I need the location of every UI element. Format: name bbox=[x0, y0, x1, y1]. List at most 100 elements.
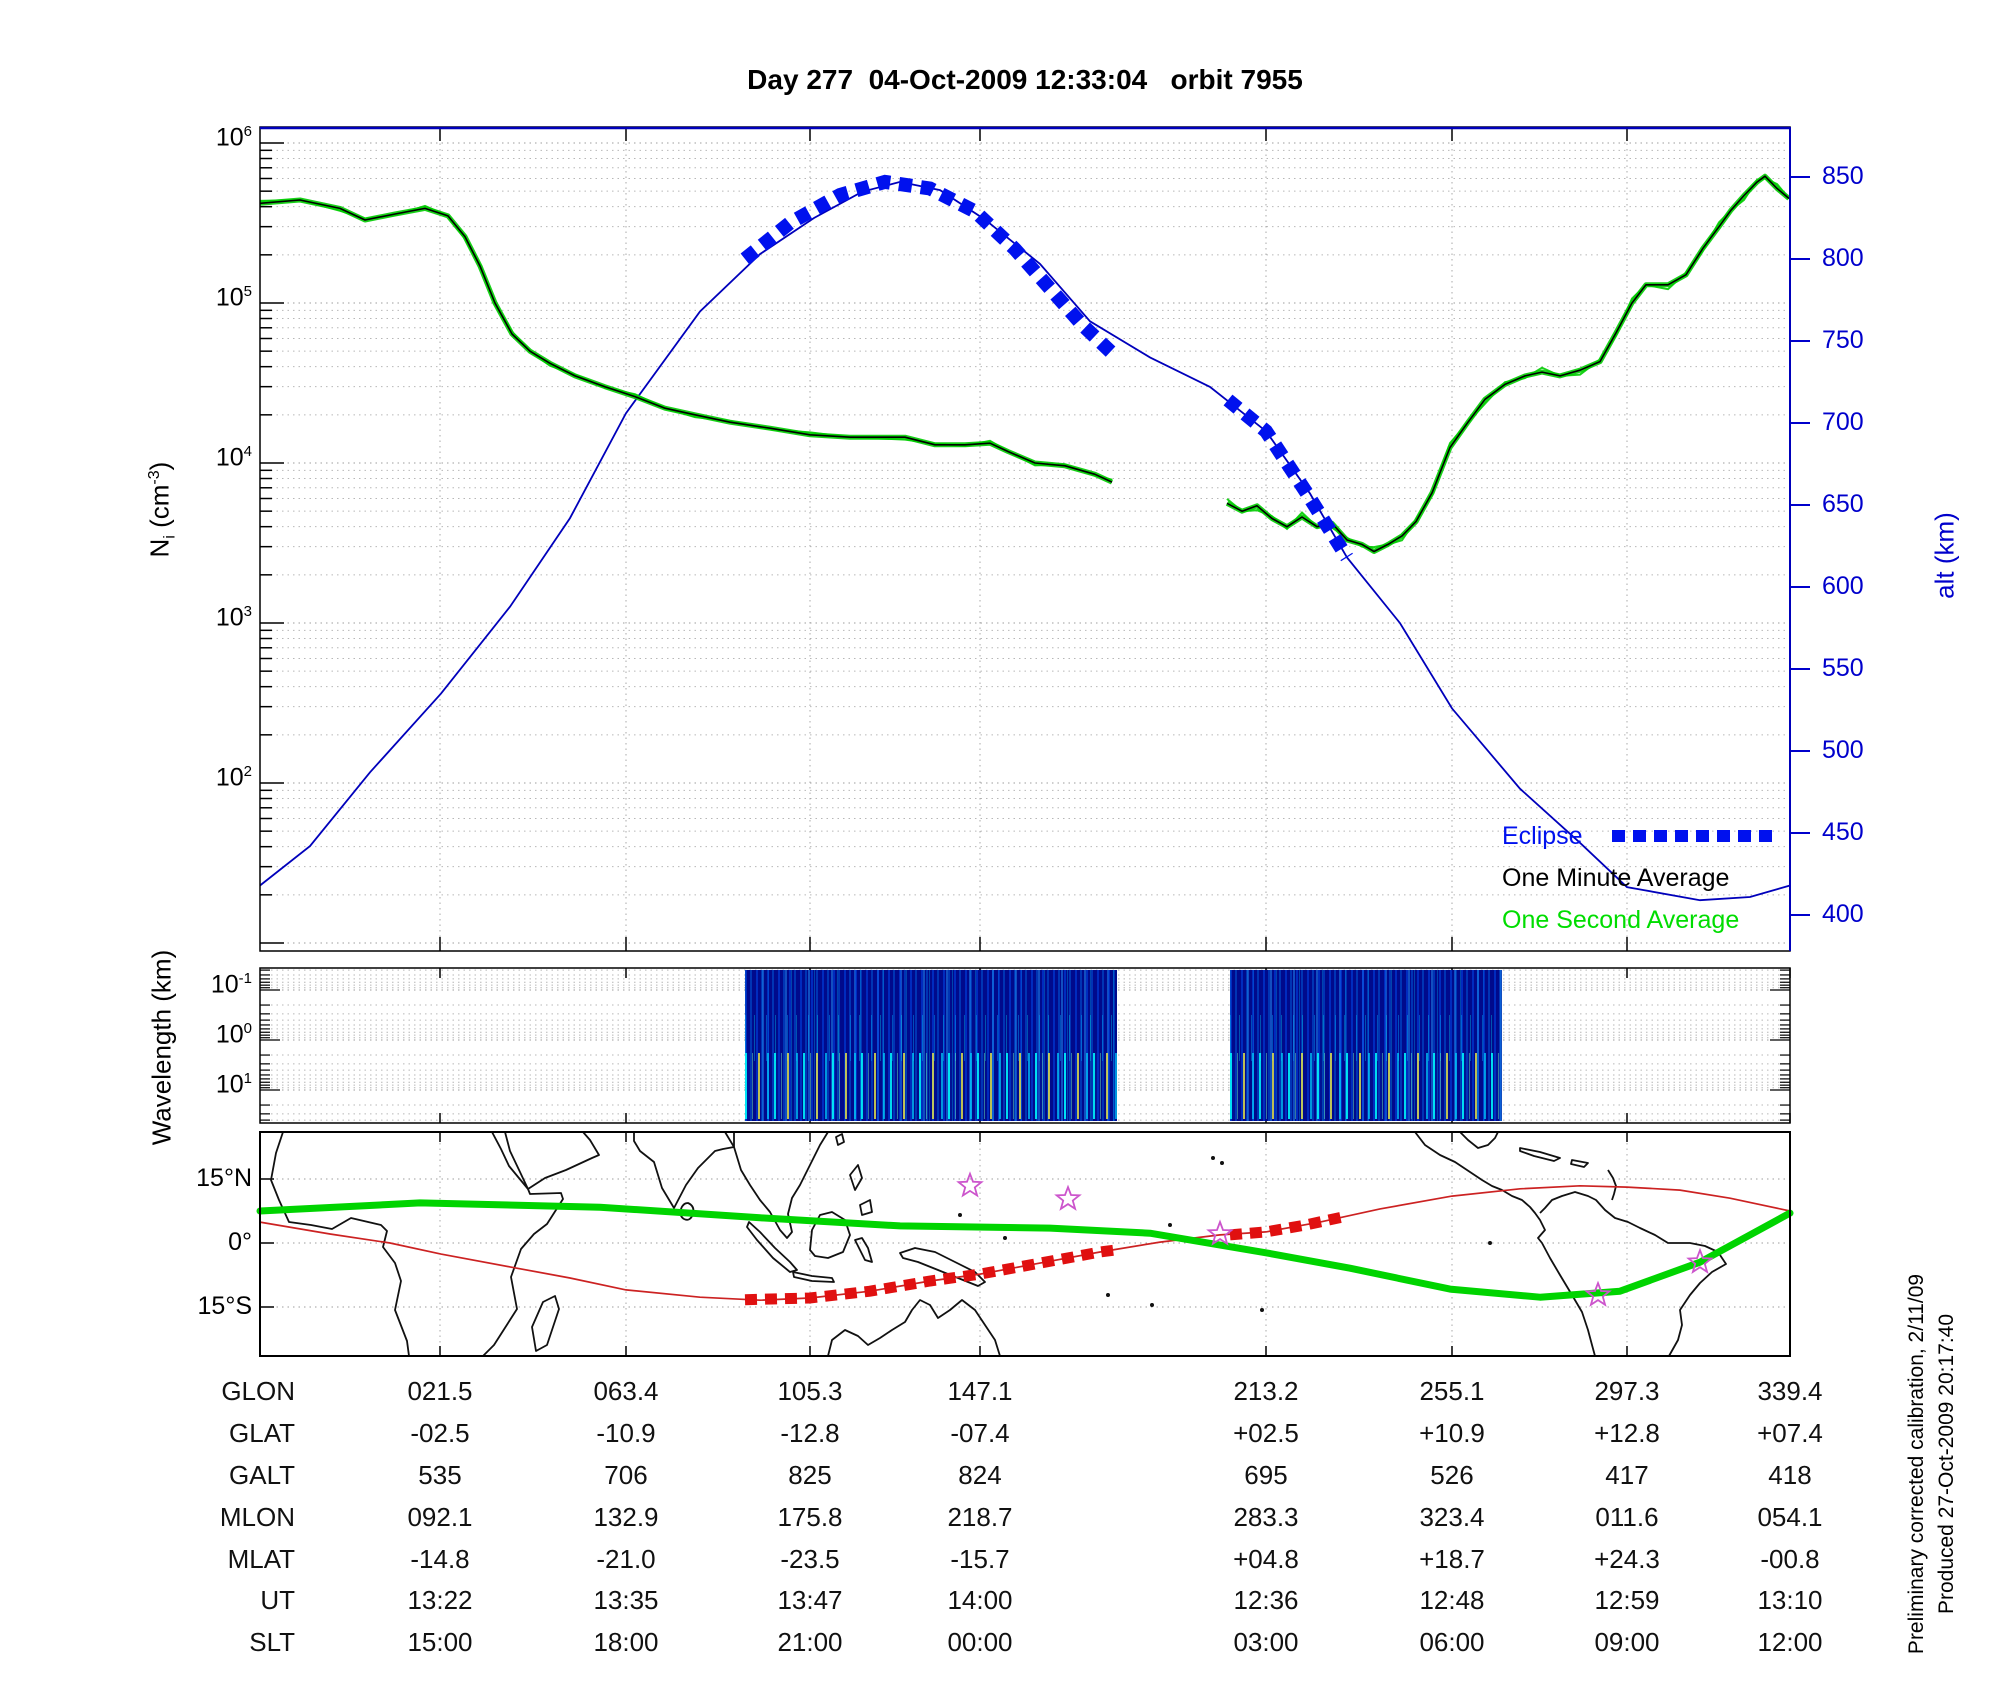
table-cell-galt: 417 bbox=[1605, 1460, 1649, 1490]
table-cell-galt: 695 bbox=[1244, 1460, 1288, 1490]
table-cell-mlat: -00.8 bbox=[1760, 1544, 1820, 1574]
table-cell-glon: 339.4 bbox=[1757, 1376, 1823, 1406]
table-cell-mlon: 283.3 bbox=[1233, 1502, 1299, 1532]
table-cell-glat: -02.5 bbox=[410, 1418, 470, 1448]
map-lat-label: 15°S bbox=[197, 1292, 252, 1320]
table-cell-ut: 12:59 bbox=[1594, 1585, 1660, 1615]
table-cell-glat: +12.8 bbox=[1594, 1418, 1660, 1448]
table-cell-ut: 12:48 bbox=[1419, 1585, 1485, 1615]
eclipse-ground-segment bbox=[744, 1244, 1118, 1306]
table-cell-glat: +10.9 bbox=[1419, 1418, 1485, 1448]
altitude-tick-label: 500 bbox=[1822, 736, 1864, 764]
one-minute-average-curve bbox=[1226, 175, 1790, 553]
table-cell-mlat: -21.0 bbox=[596, 1544, 656, 1574]
table-cell-glat: +02.5 bbox=[1233, 1418, 1299, 1448]
station-star-marker bbox=[956, 1171, 984, 1198]
table-cell-slt: 12:00 bbox=[1757, 1627, 1823, 1657]
table-cell-mlat: +04.8 bbox=[1233, 1544, 1299, 1574]
density-tick-label: 106 bbox=[215, 123, 252, 152]
table-cell-glat: -10.9 bbox=[596, 1418, 656, 1448]
altitude-axis-label: alt (km) bbox=[1929, 512, 1960, 599]
table-cell-glon: 147.1 bbox=[947, 1376, 1013, 1406]
table-cell-galt: 825 bbox=[788, 1460, 832, 1490]
table-cell-glat: -07.4 bbox=[950, 1418, 1010, 1448]
magnetic-equator-line bbox=[256, 1199, 1794, 1301]
table-cell-glon: 105.3 bbox=[777, 1376, 843, 1406]
altitude-tick-label: 400 bbox=[1822, 900, 1864, 928]
table-cell-mlon: 011.6 bbox=[1595, 1502, 1659, 1532]
altitude-tick-label: 550 bbox=[1822, 654, 1864, 682]
table-cell-slt: 18:00 bbox=[593, 1627, 659, 1657]
table-cell-mlat: +18.7 bbox=[1419, 1544, 1485, 1574]
table-cell-mlon: 132.9 bbox=[593, 1502, 659, 1532]
legend-one-minute-label: One Minute Average bbox=[1502, 864, 1730, 892]
eclipse-marker-segment bbox=[740, 174, 1120, 361]
ground-track-line bbox=[259, 1184, 1791, 1302]
table-row-label: MLAT bbox=[227, 1544, 295, 1574]
wavelength-tick-label: 101 bbox=[215, 1070, 252, 1099]
table-cell-slt: 15:00 bbox=[407, 1627, 473, 1657]
table-row-label: GLON bbox=[221, 1376, 295, 1406]
table-cell-ut: 13:10 bbox=[1757, 1585, 1823, 1615]
table-cell-slt: 00:00 bbox=[947, 1627, 1013, 1657]
table-cell-ut: 14:00 bbox=[947, 1585, 1013, 1615]
spectrogram-patch-2 bbox=[1230, 970, 1502, 1121]
table-cell-mlat: -23.5 bbox=[780, 1544, 840, 1574]
altitude-tick-label: 650 bbox=[1822, 490, 1864, 518]
table-cell-mlat: -14.8 bbox=[410, 1544, 470, 1574]
table-cell-mlon: 175.8 bbox=[777, 1502, 843, 1532]
table-cell-galt: 535 bbox=[418, 1460, 462, 1490]
station-star-marker bbox=[1686, 1247, 1714, 1274]
table-cell-ut: 13:22 bbox=[407, 1585, 473, 1615]
density-axis-label: Ni (cm-3) bbox=[144, 461, 179, 558]
altitude-tick-label: 750 bbox=[1822, 326, 1864, 354]
table-cell-glon: 021.5 bbox=[407, 1376, 473, 1406]
produced-note: Produced 27-Oct-2009 20:17:40 bbox=[1935, 1313, 1958, 1615]
table-cell-mlon: 054.1 bbox=[1757, 1502, 1823, 1532]
wavelength-tick-label: 100 bbox=[215, 1020, 252, 1049]
density-tick-label: 105 bbox=[215, 283, 252, 312]
table-cell-galt: 706 bbox=[604, 1460, 648, 1490]
table-cell-slt: 06:00 bbox=[1419, 1627, 1485, 1657]
density-tick-label: 102 bbox=[215, 763, 252, 792]
table-row-label: GALT bbox=[229, 1460, 295, 1490]
table-cell-mlon: 323.4 bbox=[1419, 1502, 1485, 1532]
table-cell-slt: 03:00 bbox=[1233, 1627, 1299, 1657]
table-cell-galt: 526 bbox=[1430, 1460, 1474, 1490]
table-row-label: GLAT bbox=[229, 1418, 295, 1448]
altitude-curve bbox=[259, 180, 1791, 902]
spectrogram-patch-1 bbox=[745, 970, 1117, 1121]
wavelength-tick-label: 10-1 bbox=[210, 970, 252, 999]
table-cell-glon: 063.4 bbox=[593, 1376, 659, 1406]
station-star-marker bbox=[1054, 1184, 1082, 1211]
table-cell-mlon: 218.7 bbox=[947, 1502, 1013, 1532]
table-cell-ut: 13:35 bbox=[593, 1585, 659, 1615]
altitude-tick-label: 700 bbox=[1822, 408, 1864, 436]
table-cell-glon: 297.3 bbox=[1594, 1376, 1660, 1406]
table-row-label: SLT bbox=[249, 1627, 295, 1657]
altitude-tick-label: 600 bbox=[1822, 572, 1864, 600]
table-cell-glon: 255.1 bbox=[1419, 1376, 1485, 1406]
station-star-marker bbox=[1584, 1280, 1612, 1307]
table-cell-ut: 13:47 bbox=[777, 1585, 843, 1615]
table-cell-galt: 824 bbox=[958, 1460, 1002, 1490]
table-cell-glat: +07.4 bbox=[1757, 1418, 1823, 1448]
world-coastlines bbox=[270, 1131, 1727, 1357]
altitude-tick-label: 450 bbox=[1822, 818, 1864, 846]
density-tick-label: 103 bbox=[215, 603, 252, 632]
density-tick-label: 104 bbox=[215, 443, 252, 472]
table-cell-galt: 418 bbox=[1768, 1460, 1812, 1490]
calibration-note: Preliminary corrected calibration, 2/11/… bbox=[1905, 1273, 1928, 1655]
altitude-tick-label: 800 bbox=[1822, 244, 1864, 272]
map-lat-label: 0° bbox=[228, 1228, 252, 1256]
table-row-label: MLON bbox=[219, 1502, 295, 1532]
eclipse-marker-segment bbox=[1223, 394, 1353, 562]
map-lat-label: 15°N bbox=[196, 1164, 252, 1192]
table-cell-glat: -12.8 bbox=[780, 1418, 840, 1448]
legend-one-second-label: One Second Average bbox=[1502, 906, 1740, 934]
one-minute-average-curve bbox=[259, 199, 1113, 483]
table-cell-mlat: -15.7 bbox=[950, 1544, 1010, 1574]
table-row-label: UT bbox=[260, 1585, 295, 1615]
